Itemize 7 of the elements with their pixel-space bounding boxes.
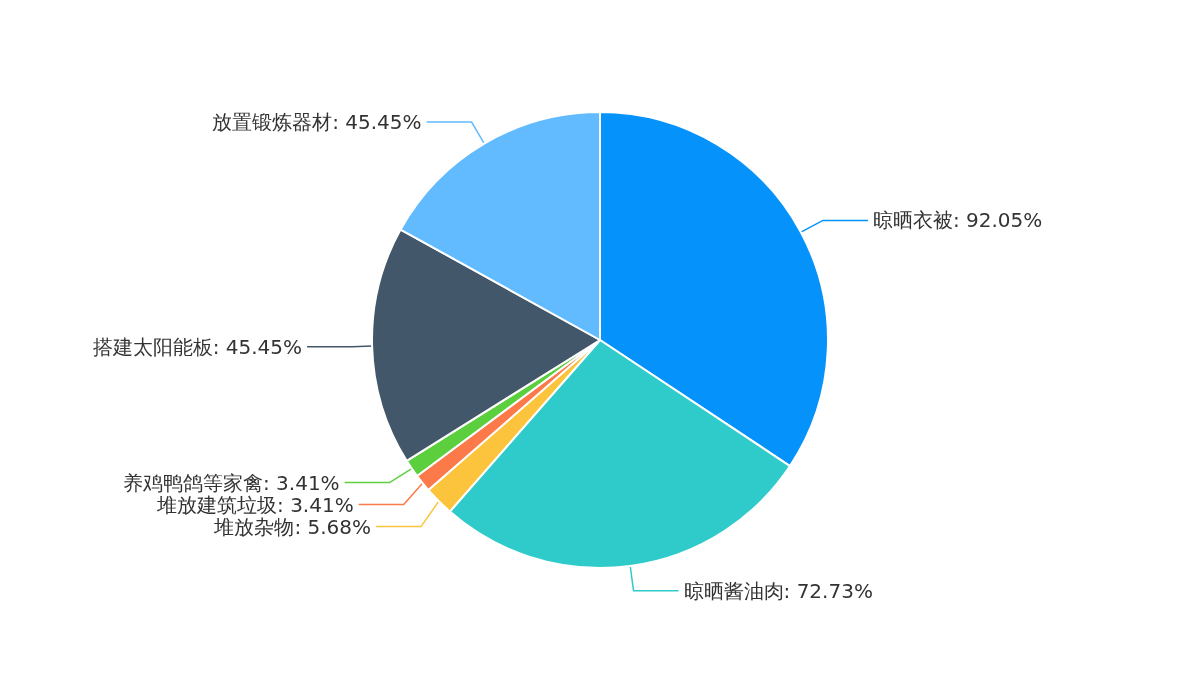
slice-label: 晾晒衣被: 92.05% — [872, 208, 1043, 233]
slice-label: 堆放建筑垃圾: 3.41% — [156, 492, 354, 517]
slice-label: 放置锻炼器材: 45.45% — [212, 110, 422, 135]
slice-label: 搭建太阳能板: 45.45% — [92, 334, 303, 359]
slice-label: 晾晒酱油肉: 72.73% — [683, 578, 873, 603]
slice-label: 堆放杂物: 5.68% — [213, 514, 372, 539]
slice-label: 养鸡鸭鸽等家禽: 3.41% — [122, 470, 340, 495]
